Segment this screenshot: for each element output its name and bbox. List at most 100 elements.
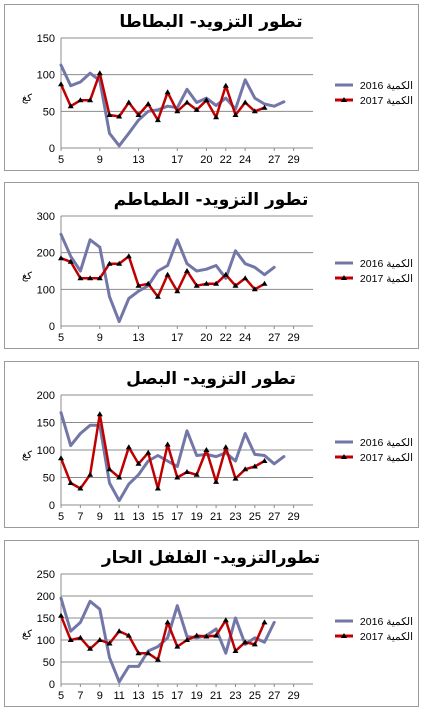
data-point-marker bbox=[184, 268, 190, 273]
y-tick-label: 100 bbox=[37, 635, 55, 647]
x-tick-label: 15 bbox=[152, 690, 164, 702]
data-point-marker bbox=[213, 280, 220, 286]
data-point-marker bbox=[174, 643, 181, 649]
x-tick-label: 5 bbox=[58, 332, 64, 344]
data-point-marker bbox=[184, 469, 190, 474]
y-tick-label: 100 bbox=[37, 445, 55, 457]
data-point-marker bbox=[77, 97, 84, 103]
data-point-marker bbox=[67, 103, 74, 109]
series-line-2017 bbox=[59, 614, 266, 662]
data-point-marker bbox=[251, 286, 258, 292]
legend-label: 2016 الكمية bbox=[360, 80, 413, 92]
data-point-marker bbox=[106, 466, 113, 472]
data-point-marker bbox=[203, 633, 210, 639]
y-tick-label: 0 bbox=[49, 143, 55, 155]
y-axis-label: كغ bbox=[22, 450, 32, 461]
y-tick-label: 150 bbox=[37, 33, 55, 45]
data-point-marker bbox=[232, 112, 239, 117]
x-tick-label: 27 bbox=[268, 332, 280, 344]
x-tick-label: 13 bbox=[132, 332, 144, 344]
data-point-marker bbox=[174, 108, 181, 114]
y-tick-label: 100 bbox=[37, 70, 55, 82]
data-point-marker bbox=[106, 112, 113, 117]
data-point-marker bbox=[96, 411, 103, 417]
x-tick-label: 13 bbox=[132, 690, 144, 702]
legend-marker bbox=[341, 633, 347, 638]
y-tick-label: 200 bbox=[37, 591, 55, 603]
data-point-marker bbox=[116, 113, 123, 119]
data-point-marker bbox=[145, 101, 152, 106]
x-tick-label: 29 bbox=[287, 332, 299, 344]
data-point-marker bbox=[213, 114, 220, 120]
legend-label: 2017 الكمية bbox=[360, 631, 413, 643]
data-point-marker bbox=[222, 82, 229, 88]
y-tick-label: 150 bbox=[37, 418, 55, 430]
x-tick-label: 24 bbox=[239, 154, 251, 166]
data-point-marker bbox=[106, 640, 113, 646]
data-point-marker bbox=[193, 282, 200, 288]
data-point-marker bbox=[77, 485, 84, 491]
data-point-marker bbox=[125, 99, 132, 105]
x-tick-label: 20 bbox=[200, 154, 212, 166]
chart-title: تطور التزويد- البصل bbox=[126, 369, 296, 389]
chart-svg: تطور التزويد- البطاطا 0 50 100 150 5 9 13 17 20 22… bbox=[22, 12, 413, 166]
data-point-marker bbox=[193, 471, 200, 477]
y-axis-label: كغ bbox=[22, 271, 32, 282]
data-point-marker bbox=[261, 458, 268, 463]
data-point-marker bbox=[87, 645, 94, 651]
data-point-marker bbox=[145, 449, 152, 455]
data-point-marker bbox=[77, 634, 84, 640]
x-tick-label: 29 bbox=[287, 511, 299, 523]
data-point-marker bbox=[154, 117, 161, 123]
legend-label: 2017 الكمية bbox=[360, 273, 413, 285]
data-point-marker bbox=[232, 282, 239, 288]
x-tick-label: 17 bbox=[171, 690, 183, 702]
data-point-marker bbox=[135, 460, 142, 466]
x-tick-label: 27 bbox=[268, 511, 280, 523]
chart-title: تطور التزويد- البطاطا bbox=[119, 12, 302, 32]
data-point-marker bbox=[251, 641, 258, 647]
data-point-marker bbox=[77, 275, 84, 281]
data-point-marker bbox=[116, 474, 123, 480]
data-point-marker bbox=[87, 471, 94, 477]
chart-panel-hot-pepper: تطورالتزويد- الفلفل الحار 0 50 100 150 200 250… bbox=[4, 540, 419, 707]
x-tick-label: 20 bbox=[200, 332, 212, 344]
data-point-marker bbox=[96, 70, 103, 76]
x-tick-label: 7 bbox=[77, 511, 83, 523]
y-tick-label: 300 bbox=[37, 211, 55, 223]
x-tick-label: 27 bbox=[268, 690, 280, 702]
data-point-marker bbox=[164, 619, 171, 625]
x-tick-label: 22 bbox=[220, 154, 232, 166]
data-point-marker bbox=[232, 648, 239, 653]
series-line-2017 bbox=[59, 413, 266, 490]
data-point-marker bbox=[67, 258, 74, 264]
data-point-marker bbox=[222, 617, 229, 623]
data-point-marker bbox=[193, 106, 200, 112]
data-point-marker bbox=[87, 97, 94, 103]
data-point-marker bbox=[145, 650, 152, 656]
data-point-marker bbox=[106, 260, 113, 266]
x-tick-label: 9 bbox=[97, 511, 103, 523]
x-tick-label: 7 bbox=[77, 690, 83, 702]
data-point-marker bbox=[125, 444, 132, 450]
legend-marker bbox=[341, 97, 347, 102]
series-line-2017 bbox=[59, 255, 266, 298]
x-tick-label: 13 bbox=[132, 154, 144, 166]
data-point-marker bbox=[203, 97, 210, 103]
legend-label: 2016 الكمية bbox=[360, 437, 413, 449]
y-tick-label: 100 bbox=[37, 284, 55, 296]
y-tick-label: 200 bbox=[37, 248, 55, 260]
x-tick-label: 22 bbox=[220, 332, 232, 344]
data-point-marker bbox=[58, 612, 64, 618]
y-axis-label: كغ bbox=[22, 93, 32, 104]
data-point-marker bbox=[251, 463, 258, 469]
data-point-marker bbox=[261, 280, 268, 286]
data-point-marker bbox=[125, 632, 132, 638]
x-tick-label: 9 bbox=[97, 690, 103, 702]
x-tick-label: 11 bbox=[113, 511, 124, 523]
data-point-marker bbox=[174, 288, 181, 294]
x-tick-label: 27 bbox=[268, 154, 280, 166]
x-tick-label: 21 bbox=[210, 690, 222, 702]
data-point-marker bbox=[261, 619, 268, 625]
data-point-marker bbox=[222, 444, 229, 450]
